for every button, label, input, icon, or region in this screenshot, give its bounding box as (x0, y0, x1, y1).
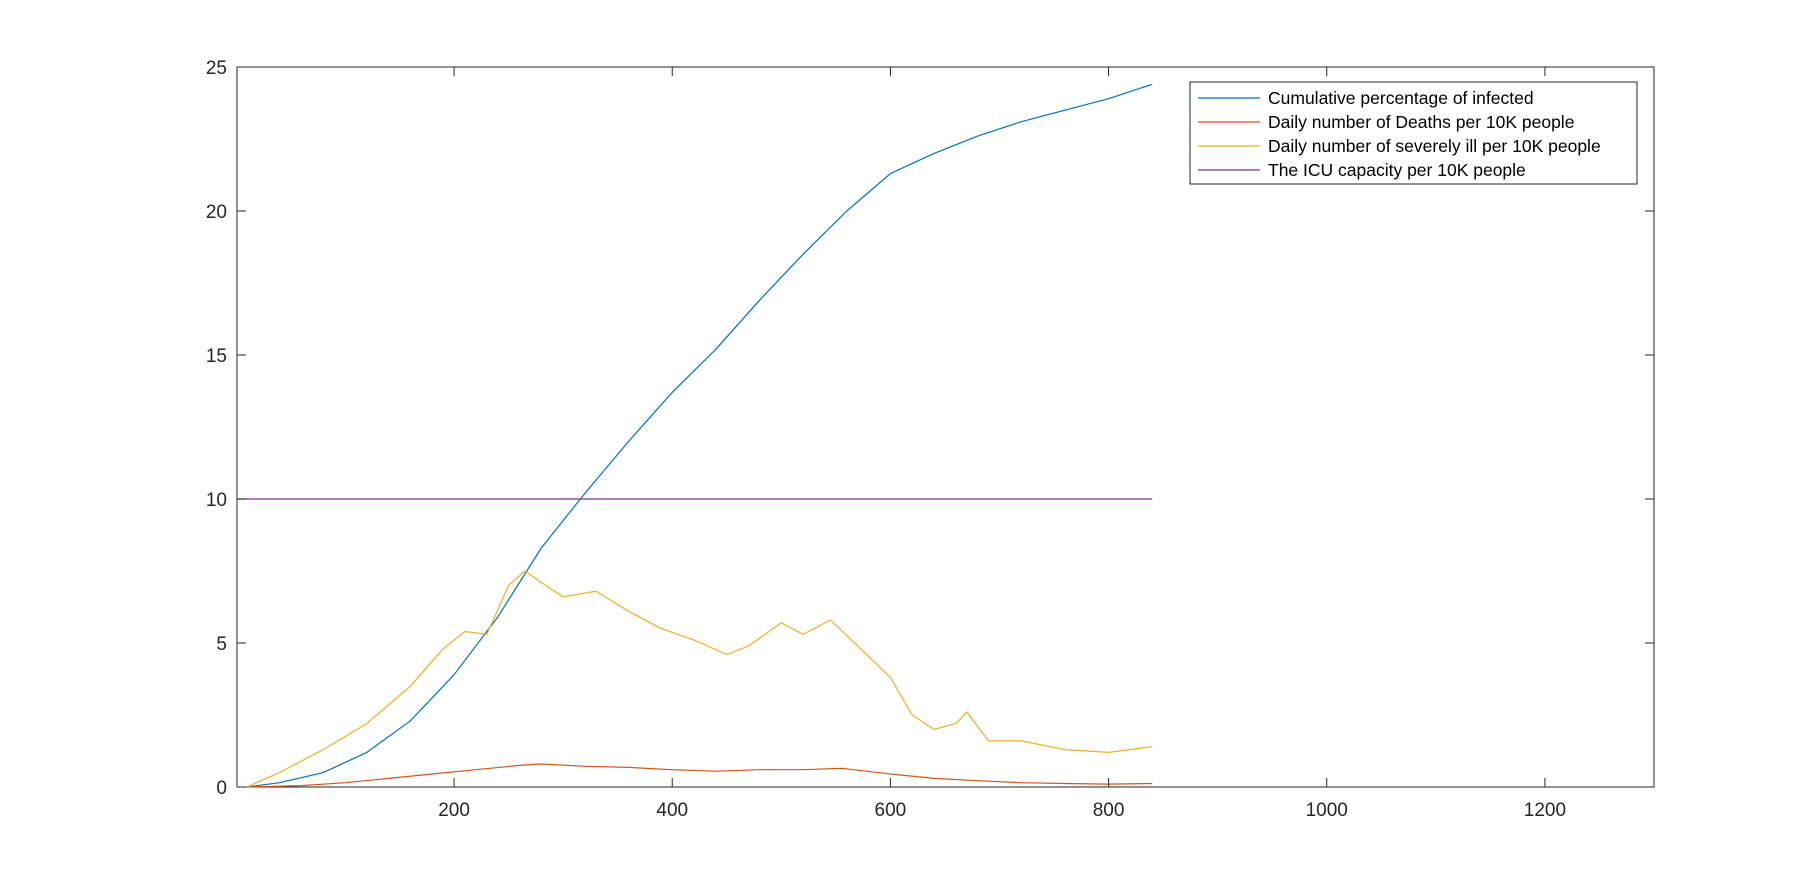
y-tick-label: 15 (206, 346, 227, 367)
legend: Cumulative percentage of infected Daily n… (1189, 81, 1638, 185)
legend-label-3: Daily number of severely ill per 10K peo… (1268, 136, 1601, 156)
y-tick-label: 20 (206, 202, 227, 223)
x-tick-label: 400 (656, 800, 688, 821)
y-tick-label: 25 (206, 58, 227, 79)
legend-label-2: Daily number of Deaths per 10K people (1268, 112, 1574, 132)
series-layer (237, 83, 1153, 788)
axis-ticks: 200 400 600 800 1000 1200 0 5 10 15 20 25 (206, 58, 1654, 821)
plot-area (236, 66, 1655, 788)
x-tick-label: 200 (438, 800, 470, 821)
x-tick-label: 800 (1093, 800, 1125, 821)
x-tick-label: 1200 (1524, 800, 1566, 821)
series-line-1 (246, 83, 1153, 788)
legend-label-4: The ICU capacity per 10K people (1268, 160, 1526, 180)
series-line-2 (246, 763, 1153, 788)
x-tick-label: 1000 (1306, 800, 1348, 821)
y-tick-label: 10 (206, 490, 227, 511)
legend-label-1: Cumulative percentage of infected (1268, 88, 1534, 108)
y-tick-label: 0 (216, 778, 227, 799)
y-tick-label: 5 (216, 634, 227, 655)
legend-box (1189, 81, 1638, 185)
series-line-3 (246, 570, 1153, 788)
x-tick-label: 600 (875, 800, 907, 821)
